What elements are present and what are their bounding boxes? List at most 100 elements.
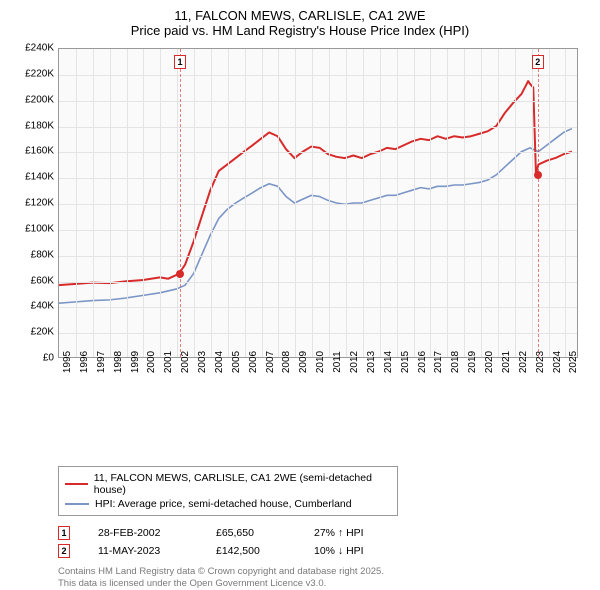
sale-row: 211-MAY-2023£142,50010% ↓ HPI (58, 542, 588, 560)
gridline-v (380, 49, 381, 357)
gridline-v (498, 49, 499, 357)
sale-row-pct: 27% ↑ HPI (314, 527, 394, 539)
x-tick-label: 1995 (62, 351, 73, 373)
legend-label: HPI: Average price, semi-detached house,… (95, 498, 352, 510)
y-tick-label: £40K (12, 301, 54, 312)
gridline-h (59, 256, 577, 257)
footer-line2: This data is licensed under the Open Gov… (58, 578, 588, 590)
gridline-v (447, 49, 448, 357)
x-tick-label: 2014 (383, 351, 394, 373)
gridline-h (59, 101, 577, 102)
gridline-v (127, 49, 128, 357)
x-tick-label: 2005 (231, 351, 242, 373)
x-tick-label: 1996 (79, 351, 90, 373)
sale-row-price: £142,500 (216, 545, 286, 557)
gridline-h (59, 75, 577, 76)
gridline-h (59, 204, 577, 205)
x-tick-label: 2001 (163, 351, 174, 373)
x-tick-label: 1999 (130, 351, 141, 373)
y-tick-label: £160K (12, 146, 54, 157)
gridline-v (295, 49, 296, 357)
y-tick-label: £100K (12, 223, 54, 234)
legend: 11, FALCON MEWS, CARLISLE, CA1 2WE (semi… (58, 466, 398, 516)
y-tick-label: £120K (12, 198, 54, 209)
y-tick-label: £220K (12, 68, 54, 79)
gridline-v (160, 49, 161, 357)
sale-row-pct: 10% ↓ HPI (314, 545, 394, 557)
y-tick-label: £180K (12, 120, 54, 131)
x-tick-label: 2019 (467, 351, 478, 373)
gridline-h (59, 230, 577, 231)
y-tick-label: £140K (12, 172, 54, 183)
gridline-h (59, 178, 577, 179)
gridline-v (363, 49, 364, 357)
y-tick-label: £200K (12, 94, 54, 105)
legend-swatch (65, 503, 89, 505)
x-tick-label: 2000 (146, 351, 157, 373)
gridline-h (59, 127, 577, 128)
x-tick-label: 2010 (315, 351, 326, 373)
footer-attribution: Contains HM Land Registry data © Crown c… (58, 566, 588, 590)
x-tick-label: 2006 (248, 351, 259, 373)
gridline-v (312, 49, 313, 357)
x-tick-label: 2004 (214, 351, 225, 373)
sale-row-date: 28-FEB-2002 (98, 527, 188, 539)
sale-marker-box: 1 (174, 55, 186, 69)
x-tick-label: 1998 (113, 351, 124, 373)
gridline-v (346, 49, 347, 357)
plot-area: 12 (58, 48, 578, 358)
x-tick-label: 2015 (400, 351, 411, 373)
title-address: 11, FALCON MEWS, CARLISLE, CA1 2WE (12, 8, 588, 23)
x-tick-label: 2018 (450, 351, 461, 373)
gridline-h (59, 333, 577, 334)
footer-line1: Contains HM Land Registry data © Crown c… (58, 566, 588, 578)
y-tick-label: £60K (12, 275, 54, 286)
sale-row-marker: 1 (58, 526, 70, 540)
gridline-h (59, 282, 577, 283)
gridline-v (278, 49, 279, 357)
y-tick-label: £240K (12, 43, 54, 54)
legend-row: 11, FALCON MEWS, CARLISLE, CA1 2WE (semi… (65, 471, 391, 497)
x-tick-label: 2021 (501, 351, 512, 373)
gridline-v (93, 49, 94, 357)
chart-svg (59, 49, 577, 357)
title-subtitle: Price paid vs. HM Land Registry's House … (12, 23, 588, 38)
gridline-v (532, 49, 533, 357)
sale-vline (180, 49, 181, 357)
gridline-v (481, 49, 482, 357)
sale-dot (534, 171, 542, 179)
gridline-v (262, 49, 263, 357)
y-tick-label: £80K (12, 249, 54, 260)
sale-marker-box: 2 (532, 55, 544, 69)
x-tick-label: 1997 (96, 351, 107, 373)
gridline-v (177, 49, 178, 357)
x-tick-label: 2009 (298, 351, 309, 373)
gridline-v (565, 49, 566, 357)
gridline-v (329, 49, 330, 357)
x-tick-label: 2016 (417, 351, 428, 373)
gridline-v (228, 49, 229, 357)
gridline-v (515, 49, 516, 357)
x-tick-label: 2022 (518, 351, 529, 373)
title-block: 11, FALCON MEWS, CARLISLE, CA1 2WE Price… (12, 8, 588, 38)
sale-dot (176, 270, 184, 278)
x-tick-label: 2011 (332, 351, 343, 373)
chart-wrap: 12 £0£20K£40K£60K£80K£100K£120K£140K£160… (12, 44, 588, 414)
x-tick-label: 2020 (484, 351, 495, 373)
sales-table: 128-FEB-2002£65,65027% ↑ HPI211-MAY-2023… (58, 524, 588, 560)
gridline-v (110, 49, 111, 357)
gridline-v (414, 49, 415, 357)
x-tick-label: 2002 (180, 351, 191, 373)
gridline-v (430, 49, 431, 357)
x-tick-label: 2025 (568, 351, 579, 373)
gridline-v (194, 49, 195, 357)
sale-row-price: £65,650 (216, 527, 286, 539)
x-tick-label: 2007 (265, 351, 276, 373)
x-tick-label: 2024 (552, 351, 563, 373)
x-tick-label: 2013 (366, 351, 377, 373)
sale-row: 1 28-FEB-2002 £65,650 27% ↑ HPI (58, 524, 588, 542)
gridline-v (397, 49, 398, 357)
gridline-v (143, 49, 144, 357)
gridline-v (549, 49, 550, 357)
y-tick-label: £0 (12, 353, 54, 364)
